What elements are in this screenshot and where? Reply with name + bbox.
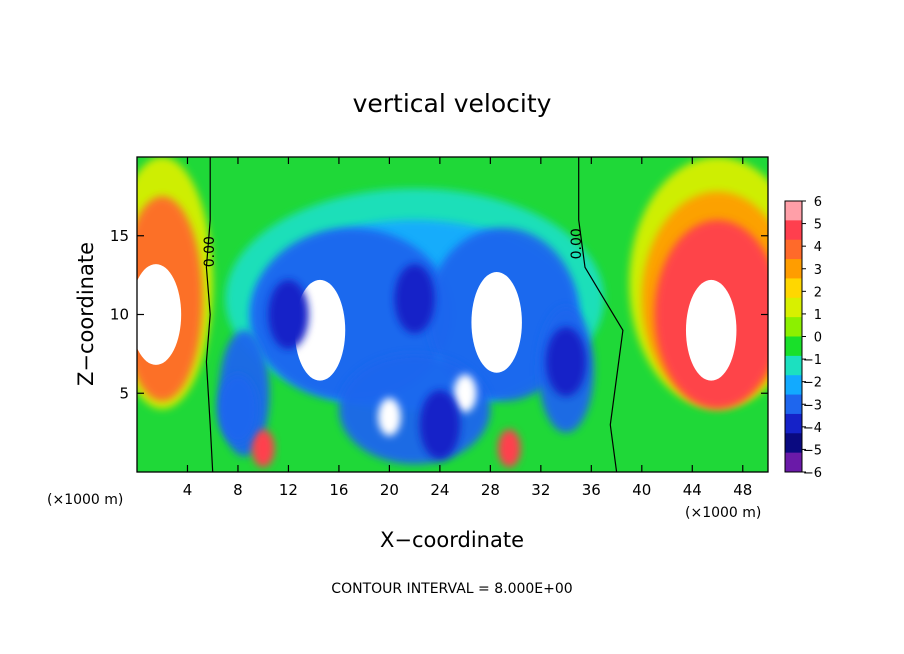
colorbar-label: −6 [803,466,822,481]
x-tick-label: 20 [380,481,399,499]
x-tick-label: 36 [582,481,601,499]
feature-updraft-6 [251,429,275,468]
feature-updraft-4 [378,397,401,436]
y-axis: 5 10 15 [110,227,768,402]
colorbar-swatch [785,394,802,415]
heatmap-field: 0.00 0.00 [137,157,768,472]
feature-downdraft-10 [545,327,587,397]
feature-updraft-2 [471,271,522,373]
feature-updraft-5 [453,374,477,413]
zero-contour-line-1 [578,157,624,472]
colorbar-swatch [785,433,802,454]
feature-updraft-0 [137,264,182,365]
colorbar-swatch [785,278,802,299]
x-tick-label: 40 [632,481,651,499]
feature-downdraft-11 [419,390,461,460]
x-tick-label: 8 [233,481,243,499]
x-tick-label: 16 [329,481,348,499]
contour-label: 0.00 [202,236,218,267]
colorbar-swatch [785,413,802,434]
colorbar-swatch [785,336,802,357]
x-tick-label: 32 [531,481,550,499]
colorbar-label: 3 [814,263,822,278]
contour-label: 0.00 [569,228,585,259]
colorbar-label: 6 [814,195,822,210]
x-tick-label: 44 [683,481,702,499]
colorbar: 6 5 4 3 2 1 0 −1 −2 −3 −4 −5 −6 [784,195,822,481]
colorbar-swatch [785,375,802,396]
colorbar-swatch [785,220,802,241]
chart-title: vertical velocity [353,89,552,118]
colorbar-swatch [785,355,802,376]
contour-interval: CONTOUR INTERVAL = 8.000E+00 [331,581,572,597]
feature-updraft-3 [685,279,737,381]
x-unit-left: (×1000 m) [47,492,123,508]
colorbar-label: 2 [814,285,822,300]
colorbar-swatch [785,317,802,337]
x-tick-label: 24 [430,481,449,499]
x-axis-title: X−coordinate [380,528,524,552]
colorbar-swatch [785,297,802,318]
x-axis: 4 8 12 16 20 24 28 32 36 40 44 48 [183,157,752,499]
colorbar-label: 4 [814,240,822,255]
y-tick-label: 10 [110,306,129,324]
colorbar-swatch [785,201,802,221]
colorbar-swatch [785,239,802,260]
colorbar-label: 0 [814,331,822,346]
feature-downdraft-12 [217,374,259,444]
velocity-blobs [137,157,768,468]
x-tick-label: 4 [183,481,193,499]
zero-contours: 0.00 0.00 [202,157,624,472]
x-unit-right: (×1000 m) [685,505,761,521]
colorbar-swatch [785,452,802,473]
colorbar-label: −2 [803,376,822,391]
x-tick-label: 48 [733,481,752,499]
y-axis-title: Z−coordinate [74,242,98,386]
feature-downdraft-9 [394,264,435,334]
colorbar-label: 5 [814,218,822,233]
colorbar-label: −4 [803,421,822,436]
colorbar-swatch [785,259,802,279]
feature-downdraft-8 [268,279,309,350]
y-tick-label: 15 [110,227,129,245]
feature-updraft-7 [497,429,521,468]
y-tick-label: 5 [119,384,129,402]
colorbar-label: 1 [814,308,822,323]
colorbar-label: −3 [803,398,822,413]
x-tick-label: 28 [481,481,500,499]
colorbar-label: −5 [803,443,822,458]
colorbar-label: −1 [803,353,822,368]
x-tick-label: 12 [279,481,298,499]
zero-contour-line-0 [205,157,214,472]
